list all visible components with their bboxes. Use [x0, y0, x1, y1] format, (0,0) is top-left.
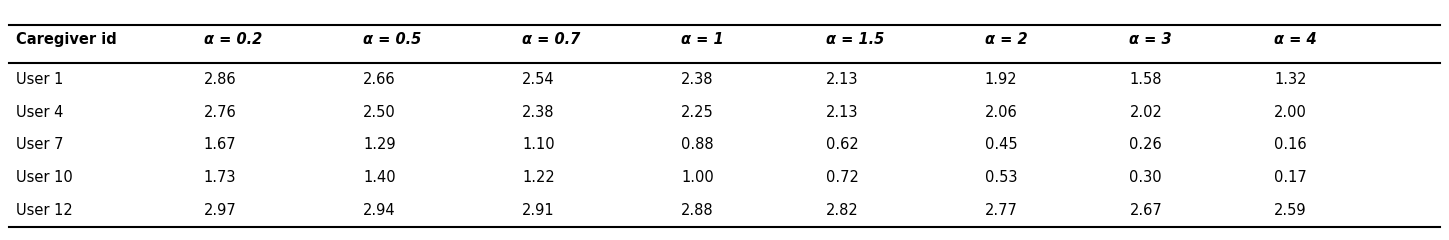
Text: 2.54: 2.54: [522, 72, 555, 87]
Text: α = 3: α = 3: [1129, 32, 1172, 47]
Text: 1.10: 1.10: [522, 138, 555, 152]
Text: 1.22: 1.22: [522, 170, 555, 185]
Text: 2.91: 2.91: [522, 203, 555, 218]
Text: α = 1.5: α = 1.5: [826, 32, 884, 47]
Text: Caregiver id: Caregiver id: [16, 32, 116, 47]
Text: 0.88: 0.88: [681, 138, 714, 152]
Text: 1.29: 1.29: [362, 138, 396, 152]
Text: 1.00: 1.00: [681, 170, 714, 185]
Text: 2.67: 2.67: [1129, 203, 1162, 218]
Text: User 12: User 12: [16, 203, 72, 218]
Text: α = 4: α = 4: [1274, 32, 1317, 47]
Text: 1.58: 1.58: [1129, 72, 1162, 87]
Text: 2.06: 2.06: [985, 105, 1017, 120]
Text: 0.30: 0.30: [1129, 170, 1162, 185]
Text: 2.50: 2.50: [362, 105, 396, 120]
Text: 2.82: 2.82: [826, 203, 858, 218]
Text: 0.72: 0.72: [826, 170, 859, 185]
Text: 2.02: 2.02: [1129, 105, 1162, 120]
Text: User 10: User 10: [16, 170, 72, 185]
Text: User 1: User 1: [16, 72, 64, 87]
Text: 2.59: 2.59: [1274, 203, 1307, 218]
Text: User 4: User 4: [16, 105, 64, 120]
Text: 2.13: 2.13: [826, 105, 858, 120]
Text: 2.25: 2.25: [681, 105, 714, 120]
Text: 1.40: 1.40: [362, 170, 396, 185]
Text: 2.38: 2.38: [522, 105, 555, 120]
Text: 0.45: 0.45: [985, 138, 1017, 152]
Text: 1.32: 1.32: [1274, 72, 1307, 87]
Text: 0.53: 0.53: [985, 170, 1017, 185]
Text: 0.62: 0.62: [826, 138, 858, 152]
Text: User 7: User 7: [16, 138, 64, 152]
Text: 2.77: 2.77: [985, 203, 1017, 218]
Text: 2.66: 2.66: [362, 72, 396, 87]
Text: 2.13: 2.13: [826, 72, 858, 87]
Text: α = 0.2: α = 0.2: [204, 32, 262, 47]
Text: 2.86: 2.86: [204, 72, 236, 87]
Text: α = 2: α = 2: [985, 32, 1027, 47]
Text: 2.76: 2.76: [204, 105, 236, 120]
Text: 2.88: 2.88: [681, 203, 714, 218]
Text: 1.92: 1.92: [985, 72, 1017, 87]
Text: 2.97: 2.97: [204, 203, 236, 218]
Text: 1.73: 1.73: [204, 170, 236, 185]
Text: 0.16: 0.16: [1274, 138, 1307, 152]
Text: α = 0.5: α = 0.5: [362, 32, 422, 47]
Text: 2.00: 2.00: [1274, 105, 1307, 120]
Text: 2.94: 2.94: [362, 203, 396, 218]
Text: 0.26: 0.26: [1129, 138, 1162, 152]
Text: 2.38: 2.38: [681, 72, 713, 87]
Text: 0.17: 0.17: [1274, 170, 1307, 185]
Text: α = 1: α = 1: [681, 32, 723, 47]
Text: 1.67: 1.67: [204, 138, 236, 152]
Text: α = 0.7: α = 0.7: [522, 32, 580, 47]
